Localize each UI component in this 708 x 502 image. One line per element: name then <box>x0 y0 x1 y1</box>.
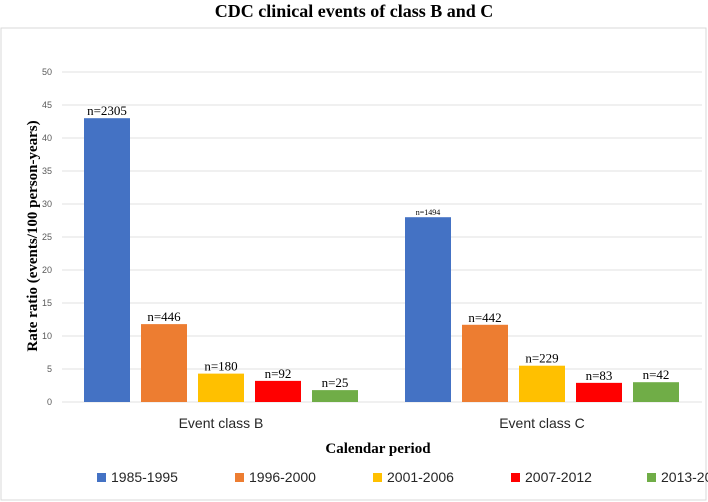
y-tick-label: 20 <box>42 265 52 275</box>
data-label: n=25 <box>322 375 349 390</box>
legend-item: 1985-1995 <box>97 469 178 485</box>
data-label: n=92 <box>265 366 292 381</box>
y-tick-label: 25 <box>42 232 52 242</box>
plot-frame <box>0 27 707 501</box>
x-axis-categories: Event class B Event class C <box>179 415 585 431</box>
legend-item: 1996-2000 <box>235 469 316 485</box>
legend-swatch <box>97 473 106 482</box>
y-tick-label: 35 <box>42 166 52 176</box>
y-tick-label: 10 <box>42 331 52 341</box>
bar-1985-1995-event-class-b <box>84 118 130 402</box>
legend: 1985-1995 1996-2000 2001-2006 2007-2012 2013… <box>97 469 708 485</box>
y-axis-ticks: 0 5 10 15 20 25 30 35 40 45 50 <box>42 67 52 407</box>
bar-2001-2006-event-class-c <box>519 365 565 402</box>
y-tick-label: 40 <box>42 133 52 143</box>
legend-swatch <box>647 473 656 482</box>
data-label: n=83 <box>586 368 613 383</box>
y-tick-label: 0 <box>47 397 52 407</box>
data-label: n=180 <box>204 359 237 374</box>
x-category-label: Event class C <box>499 415 585 431</box>
chart-title: CDC clinical events of class B and C <box>215 1 494 21</box>
data-label: n=2305 <box>87 103 127 118</box>
y-tick-label: 50 <box>42 67 52 77</box>
y-axis-title: Rate ratio (events/100 person-years) <box>25 120 41 351</box>
y-tick-label: 5 <box>47 364 52 374</box>
legend-item: 2001-2006 <box>373 469 454 485</box>
legend-swatch <box>235 473 244 482</box>
x-category-label: Event class B <box>179 415 264 431</box>
legend-label: 2001-2006 <box>387 469 454 485</box>
data-labels: n=2305 n=446 n=180 n=92 n=25 n=1494 n=442 n=229… <box>87 103 669 390</box>
data-label: n=229 <box>525 351 558 366</box>
bar-2001-2006-event-class-b <box>198 373 244 402</box>
legend-item: 2013-2018 <box>647 469 708 485</box>
data-label: n=446 <box>147 309 181 324</box>
legend-label: 2007-2012 <box>525 469 592 485</box>
legend-label: 2013-2018 <box>661 469 708 485</box>
bar-2007-2012-event-class-c <box>576 382 622 402</box>
y-tick-label: 30 <box>42 199 52 209</box>
y-tick-label: 45 <box>42 100 52 110</box>
y-tick-label: 15 <box>42 298 52 308</box>
data-label: n=42 <box>643 367 670 382</box>
bar-1996-2000-event-class-c <box>462 324 508 402</box>
data-label: n=442 <box>468 310 501 325</box>
x-axis-title: Calendar period <box>325 441 431 457</box>
bar-2007-2012-event-class-b <box>255 380 301 402</box>
bar-2013-2018-event-class-c <box>633 382 679 402</box>
bar-2013-2018-event-class-b <box>312 390 358 402</box>
legend-label: 1985-1995 <box>111 469 178 485</box>
data-label: n=1494 <box>416 208 441 217</box>
bars <box>84 118 679 402</box>
bar-1996-2000-event-class-b <box>141 324 187 402</box>
bar-1985-1995-event-class-c <box>405 217 451 402</box>
legend-swatch <box>373 473 382 482</box>
legend-item: 2007-2012 <box>511 469 592 485</box>
legend-swatch <box>511 473 520 482</box>
legend-label: 1996-2000 <box>249 469 316 485</box>
